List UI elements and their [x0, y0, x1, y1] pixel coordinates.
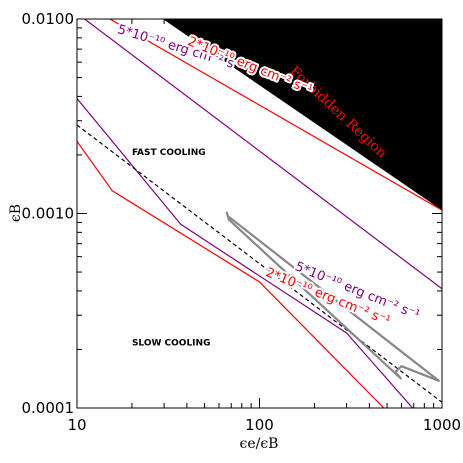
x-tick-label: 10	[67, 416, 86, 434]
x-axis-label: ϵe/ϵB	[240, 436, 279, 452]
tick-layer: 10 100 1000 0.0001 0.0010 0.0100	[22, 10, 462, 434]
x-tick-label: 100	[245, 416, 274, 434]
series-gray-track	[225, 211, 440, 382]
y-tick-label: 0.0100	[22, 10, 75, 28]
series-purple-lower	[77, 98, 414, 408]
y-axis-label: ϵB	[8, 204, 24, 222]
data-layer	[77, 19, 442, 408]
y-tick-label: 0.0010	[22, 205, 75, 223]
series-red-lower	[77, 140, 385, 408]
fast-cooling-label: FAST COOLING	[132, 148, 206, 158]
x-tick-label: 1000	[423, 416, 461, 434]
y-tick-label: 0.0001	[22, 399, 75, 417]
series-purple-upper	[83, 19, 442, 290]
slow-cooling-label: SLOW COOLING	[132, 338, 211, 348]
forbidden-region	[162, 19, 442, 211]
series-red-upper	[108, 19, 442, 211]
series-dashed-boundary	[77, 124, 442, 403]
